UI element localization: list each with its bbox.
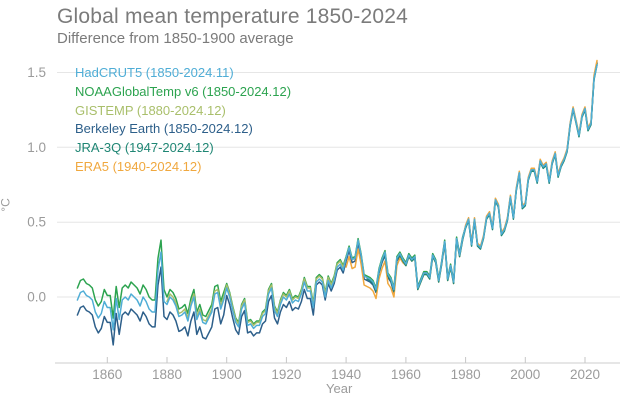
series-line-era5 — [345, 59, 598, 300]
legend-item-hadcrut5: HadCRUT5 (1850-2024.11) — [75, 65, 234, 80]
x-tick-label: 1980 — [451, 367, 481, 382]
chart-subtitle: Difference from 1850-1900 average — [57, 30, 294, 47]
x-tick-label: 1860 — [92, 367, 122, 382]
legend-item-jra-3q: JRA-3Q (1947-2024.12) — [75, 140, 214, 156]
x-axis-label: Year — [326, 381, 353, 396]
x-tick-label: 1940 — [331, 367, 361, 382]
x-tick-label: 1880 — [152, 367, 182, 382]
x-tick-label: 1920 — [271, 367, 301, 382]
series-line-hadcrut5 — [76, 64, 598, 331]
x-tick-label: 2020 — [570, 367, 600, 382]
legend-item-gistemp: GISTEMP (1880-2024.12) — [75, 102, 226, 118]
y-tick-label: 1.5 — [27, 65, 46, 80]
legend: HadCRUT5 (1850-2024.11) NOAAGlobalTemp v6… — [75, 64, 291, 177]
legend-item-berkeley-earth: Berkeley Earth (1850-2024.12) — [75, 121, 253, 137]
y-tick-label: 1.0 — [27, 140, 46, 155]
legend-item-noaaglobaltemp-v6: NOAAGlobalTemp v6 (1850-2024.12) — [75, 83, 292, 99]
x-tick-label: 1960 — [391, 367, 421, 382]
y-tick-label: 0.5 — [27, 215, 46, 230]
x-tick-label: 2000 — [510, 367, 540, 382]
y-tick-label: 0.0 — [27, 290, 46, 305]
x-tick-label: 1900 — [212, 367, 242, 382]
legend-item-era5: ERA5 (1940-2024.12) — [75, 158, 202, 174]
chart-title: Global mean temperature 1850-2024 — [57, 5, 408, 28]
y-axis-label: °C — [0, 198, 13, 212]
